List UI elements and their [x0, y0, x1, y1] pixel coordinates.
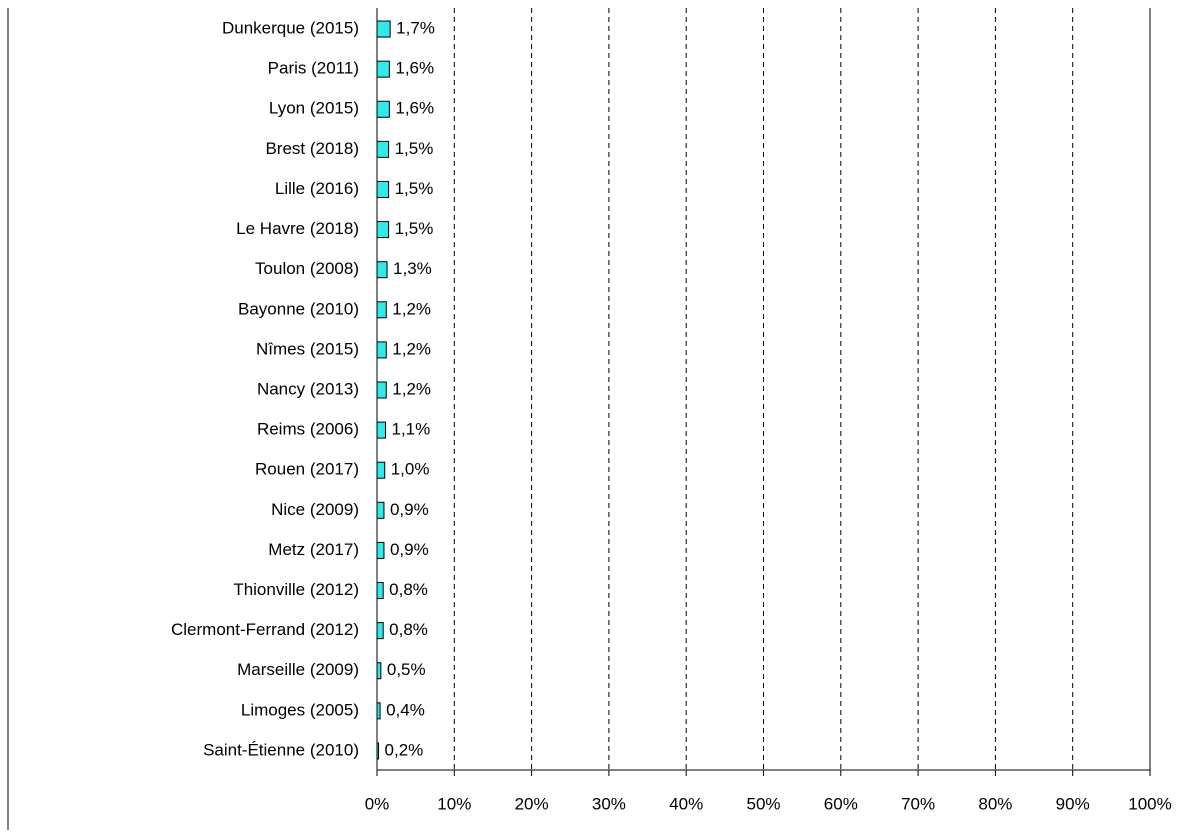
y-tick-label: Marseille (2009): [237, 660, 359, 679]
bar: [376, 20, 391, 38]
y-tick-label: Toulon (2008): [255, 259, 359, 278]
data-label: 0,9%: [390, 500, 429, 519]
x-tick-label: 100%: [1128, 794, 1171, 813]
bar: [376, 341, 387, 359]
y-tick-label: Saint-Étienne (2010): [203, 740, 359, 759]
bar: [376, 381, 387, 399]
data-label: 0,8%: [389, 620, 428, 639]
x-tick-label: 60%: [824, 794, 858, 813]
x-tick-label: 80%: [978, 794, 1012, 813]
data-label: 1,1%: [392, 420, 431, 439]
data-label: 1,6%: [395, 99, 434, 118]
y-tick-label: Le Havre (2018): [236, 219, 359, 238]
y-tick-label: Clermont-Ferrand (2012): [171, 620, 359, 639]
y-tick-label: Nice (2009): [271, 500, 359, 519]
x-tick-label: 20%: [515, 794, 549, 813]
y-tick-label: Paris (2011): [268, 59, 359, 78]
x-tick-label: 90%: [1056, 794, 1090, 813]
data-label: 1,2%: [392, 379, 431, 398]
y-tick-label: Dunkerque (2015): [222, 19, 359, 38]
x-tick-label: 50%: [746, 794, 780, 813]
x-tick-label: 0%: [365, 794, 390, 813]
data-label: 1,5%: [395, 219, 434, 238]
bar: [376, 622, 384, 640]
y-tick-label: Reims (2006): [257, 420, 359, 439]
data-label: 1,2%: [392, 299, 431, 318]
bar: [376, 461, 386, 479]
bar: [376, 180, 390, 198]
y-tick-label: Nancy (2013): [257, 379, 359, 398]
y-tick-label: Bayonne (2010): [238, 299, 359, 318]
x-tick-label: 70%: [901, 794, 935, 813]
bar: [376, 742, 380, 760]
x-tick-label: 30%: [592, 794, 626, 813]
bar: [376, 541, 385, 559]
bar: [376, 140, 390, 158]
y-tick-label: Nîmes (2015): [256, 339, 359, 358]
data-label: 1,7%: [396, 19, 435, 38]
y-tick-label: Brest (2018): [265, 139, 359, 158]
data-label: 0,4%: [386, 700, 425, 719]
data-label: 0,8%: [389, 580, 428, 599]
y-tick-label: Limoges (2005): [241, 700, 359, 719]
data-label: 1,3%: [393, 259, 432, 278]
y-tick-label: Metz (2017): [268, 540, 359, 559]
bar: [376, 702, 381, 720]
bar: [376, 60, 390, 78]
bar: [376, 261, 388, 279]
data-label: 1,0%: [391, 460, 430, 479]
data-label: 0,2%: [385, 740, 424, 759]
y-tick-label: Rouen (2017): [255, 460, 359, 479]
bar: [376, 221, 390, 239]
y-tick-label: Lille (2016): [275, 179, 359, 198]
bar: [376, 100, 390, 118]
data-label: 1,6%: [395, 59, 434, 78]
bar: [376, 501, 385, 519]
bar: [376, 301, 387, 319]
bar: [376, 582, 384, 600]
data-label: 1,5%: [395, 139, 434, 158]
data-label: 1,5%: [395, 179, 434, 198]
x-tick-label: 40%: [669, 794, 703, 813]
bar: [376, 662, 382, 680]
data-label: 0,5%: [387, 660, 426, 679]
data-label: 0,9%: [390, 540, 429, 559]
data-label: 1,2%: [392, 339, 431, 358]
y-tick-label: Thionville (2012): [233, 580, 359, 599]
x-tick-label: 10%: [437, 794, 471, 813]
y-tick-label: Lyon (2015): [269, 99, 359, 118]
bar: [376, 421, 387, 439]
